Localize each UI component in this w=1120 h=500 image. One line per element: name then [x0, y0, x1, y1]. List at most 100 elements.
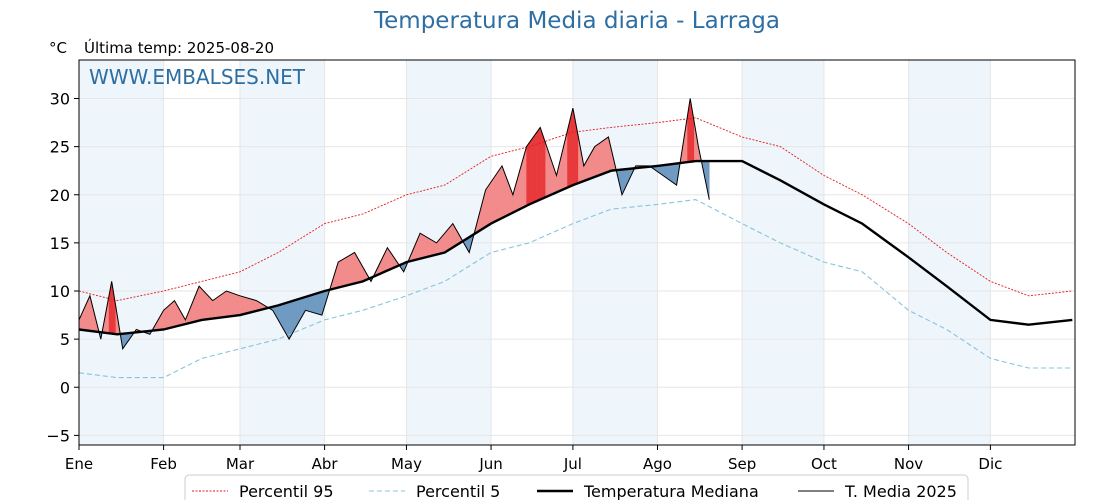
below-median-fill — [310, 294, 313, 313]
above-median-fill — [200, 287, 202, 321]
above-median-fill — [524, 146, 527, 207]
above-median-fill — [444, 231, 447, 253]
above-median-fill — [253, 299, 256, 312]
above-median-fill — [338, 260, 340, 288]
legend: Percentil 95 Percentil 5 Temperatura Media… — [184, 474, 969, 500]
above-median-fill — [164, 307, 167, 330]
above-median-fill — [346, 256, 348, 286]
above-median-fill — [604, 138, 606, 174]
above-median-fill — [508, 183, 511, 216]
above-median-fill — [593, 145, 595, 178]
month-band — [239, 60, 325, 445]
above-median-fill — [546, 147, 549, 197]
above-median-fill — [490, 179, 493, 224]
x-tick-label: Jun — [478, 455, 502, 473]
above-median-fill — [501, 165, 504, 219]
above-median-fill — [344, 256, 347, 287]
above-median-fill — [602, 139, 605, 175]
above-median-fill — [504, 173, 507, 218]
below-median-fill — [318, 292, 321, 315]
legend-label-p5: Percentil 5 — [416, 482, 500, 500]
above-median-fill — [428, 237, 430, 257]
above-median-fill — [339, 260, 342, 288]
above-median-fill — [228, 291, 231, 317]
above-median-fill — [222, 292, 224, 318]
above-median-fill — [357, 256, 359, 284]
above-median-fill — [207, 294, 209, 320]
below-median-fill — [317, 292, 320, 315]
chart-title: Temperatura Media diaria - Larraga — [374, 8, 780, 34]
x-tick-label: Abr — [312, 455, 339, 473]
above-median-fill — [175, 302, 178, 327]
above-median-fill — [542, 135, 545, 199]
above-median-fill — [211, 298, 213, 319]
below-median-fill — [288, 301, 291, 340]
y-tick-label: 0 — [60, 378, 70, 397]
below-median-fill — [661, 164, 664, 176]
above-median-fill — [231, 292, 234, 317]
above-median-fill — [425, 236, 428, 258]
above-median-fill — [433, 240, 436, 256]
below-median-fill — [286, 302, 288, 338]
above-median-fill — [247, 297, 250, 314]
above-median-fill — [350, 253, 353, 285]
above-median-fill — [241, 295, 243, 315]
below-median-fill — [664, 164, 666, 178]
above-median-fill — [595, 144, 598, 177]
above-median-fill — [488, 183, 490, 226]
y-tick-label: 15 — [50, 234, 70, 253]
above-median-fill — [198, 285, 201, 321]
above-median-fill — [599, 141, 602, 176]
above-median-fill — [88, 295, 91, 332]
below-median-fill — [675, 163, 677, 186]
above-median-fill — [238, 295, 241, 316]
above-median-fill — [565, 130, 568, 189]
above-median-fill — [249, 298, 252, 313]
below-median-fill — [291, 300, 294, 336]
above-median-fill — [215, 297, 218, 319]
above-median-fill — [548, 151, 550, 197]
above-median-fill — [170, 302, 172, 329]
last-temp-label: Última temp: 2025-08-20 — [84, 39, 275, 57]
above-median-fill — [489, 181, 492, 225]
above-median-fill — [201, 288, 204, 321]
above-median-fill — [564, 136, 567, 190]
above-median-fill — [451, 223, 454, 249]
above-median-fill — [503, 169, 505, 218]
below-median-fill — [298, 298, 301, 324]
month-band — [908, 60, 991, 445]
below-median-fill — [312, 294, 314, 313]
legend-label-median: Temperatura Mediana — [583, 482, 759, 500]
above-median-fill — [250, 298, 253, 313]
above-median-fill — [389, 251, 392, 270]
below-median-fill — [666, 164, 669, 180]
above-median-fill — [499, 167, 501, 220]
below-median-fill — [280, 303, 283, 328]
above-median-fill — [519, 165, 522, 210]
above-median-fill — [527, 142, 530, 206]
below-median-fill — [668, 164, 670, 181]
below-median-fill — [293, 300, 295, 333]
above-median-fill — [224, 290, 227, 318]
below-median-fill — [316, 292, 318, 315]
above-median-fill — [163, 308, 166, 330]
above-median-fill — [419, 232, 422, 259]
below-median-fill — [308, 295, 310, 312]
above-median-fill — [196, 289, 198, 322]
above-median-fill — [598, 142, 601, 176]
above-median-fill — [237, 294, 239, 316]
above-median-fill — [432, 240, 434, 256]
above-median-fill — [597, 143, 600, 177]
above-median-fill — [523, 151, 526, 208]
above-median-fill — [591, 148, 594, 179]
above-median-fill — [549, 155, 552, 196]
series-percentil-5 — [78, 199, 1073, 379]
above-median-fill — [205, 292, 208, 320]
above-median-fill — [209, 297, 212, 320]
above-median-fill — [568, 119, 571, 188]
above-median-fill — [441, 234, 444, 254]
above-median-fill — [541, 131, 544, 200]
above-median-fill — [589, 153, 591, 180]
above-median-fill — [239, 295, 242, 316]
above-median-fill — [167, 304, 170, 329]
